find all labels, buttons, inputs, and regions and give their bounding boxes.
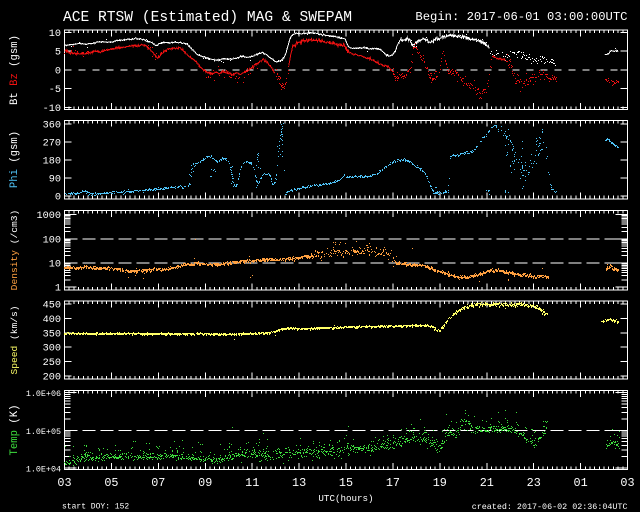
svg-text:0: 0 — [55, 66, 61, 77]
svg-text:1: 1 — [55, 284, 61, 295]
svg-text:21: 21 — [480, 476, 494, 490]
svg-text:05: 05 — [104, 476, 118, 490]
svg-text:400: 400 — [43, 315, 61, 326]
svg-text:1.0E+06: 1.0E+06 — [26, 389, 61, 399]
svg-text:23: 23 — [527, 476, 541, 490]
svg-text:19: 19 — [433, 476, 447, 490]
svg-text:250: 250 — [43, 358, 61, 369]
svg-text:start DOY: 152: start DOY: 152 — [62, 503, 129, 512]
svg-text:Bt Bz (gsm): Bt Bz (gsm) — [9, 35, 21, 105]
svg-text:10: 10 — [49, 29, 61, 40]
svg-text:15: 15 — [339, 476, 353, 490]
svg-text:300: 300 — [43, 344, 61, 355]
svg-text:200: 200 — [43, 373, 61, 384]
svg-text:09: 09 — [198, 476, 212, 490]
svg-text:1.0E+04: 1.0E+04 — [26, 465, 61, 475]
svg-text:90: 90 — [49, 174, 61, 185]
svg-text:Phi (gsm): Phi (gsm) — [9, 131, 21, 188]
svg-text:Density (/cm3): Density (/cm3) — [9, 210, 20, 291]
svg-text:-10: -10 — [43, 104, 61, 115]
svg-text:17: 17 — [386, 476, 400, 490]
svg-text:07: 07 — [151, 476, 165, 490]
svg-text:11: 11 — [245, 476, 259, 490]
svg-text:270: 270 — [43, 139, 61, 150]
svg-text:UTC(hours): UTC(hours) — [318, 493, 373, 504]
svg-text:450: 450 — [43, 301, 61, 312]
svg-text:Speed (km/s): Speed (km/s) — [9, 305, 20, 374]
svg-text:created: 2017-06-02 02:36:04UT: created: 2017-06-02 02:36:04UTC — [472, 502, 628, 512]
svg-text:100: 100 — [43, 235, 61, 246]
svg-text:13: 13 — [292, 476, 306, 490]
svg-text:03: 03 — [57, 476, 71, 490]
svg-text:03: 03 — [620, 476, 634, 490]
svg-text:360: 360 — [43, 121, 61, 132]
svg-text:-5: -5 — [49, 85, 61, 96]
svg-text:5: 5 — [55, 48, 61, 59]
svg-text:Temp (K): Temp (K) — [9, 405, 21, 456]
svg-text:ACE RTSW (Estimated) MAG & SWE: ACE RTSW (Estimated) MAG & SWEPAM — [63, 10, 352, 26]
svg-text:Begin: 2017-06-01 03:00:00UTC: Begin: 2017-06-01 03:00:00UTC — [415, 10, 627, 24]
svg-text:350: 350 — [43, 329, 61, 340]
svg-text:0: 0 — [55, 192, 61, 203]
svg-text:01: 01 — [574, 476, 588, 490]
svg-text:180: 180 — [43, 157, 61, 168]
svg-text:10: 10 — [49, 260, 61, 271]
svg-text:1000: 1000 — [37, 211, 61, 222]
svg-text:1.0E+05: 1.0E+05 — [26, 427, 61, 437]
